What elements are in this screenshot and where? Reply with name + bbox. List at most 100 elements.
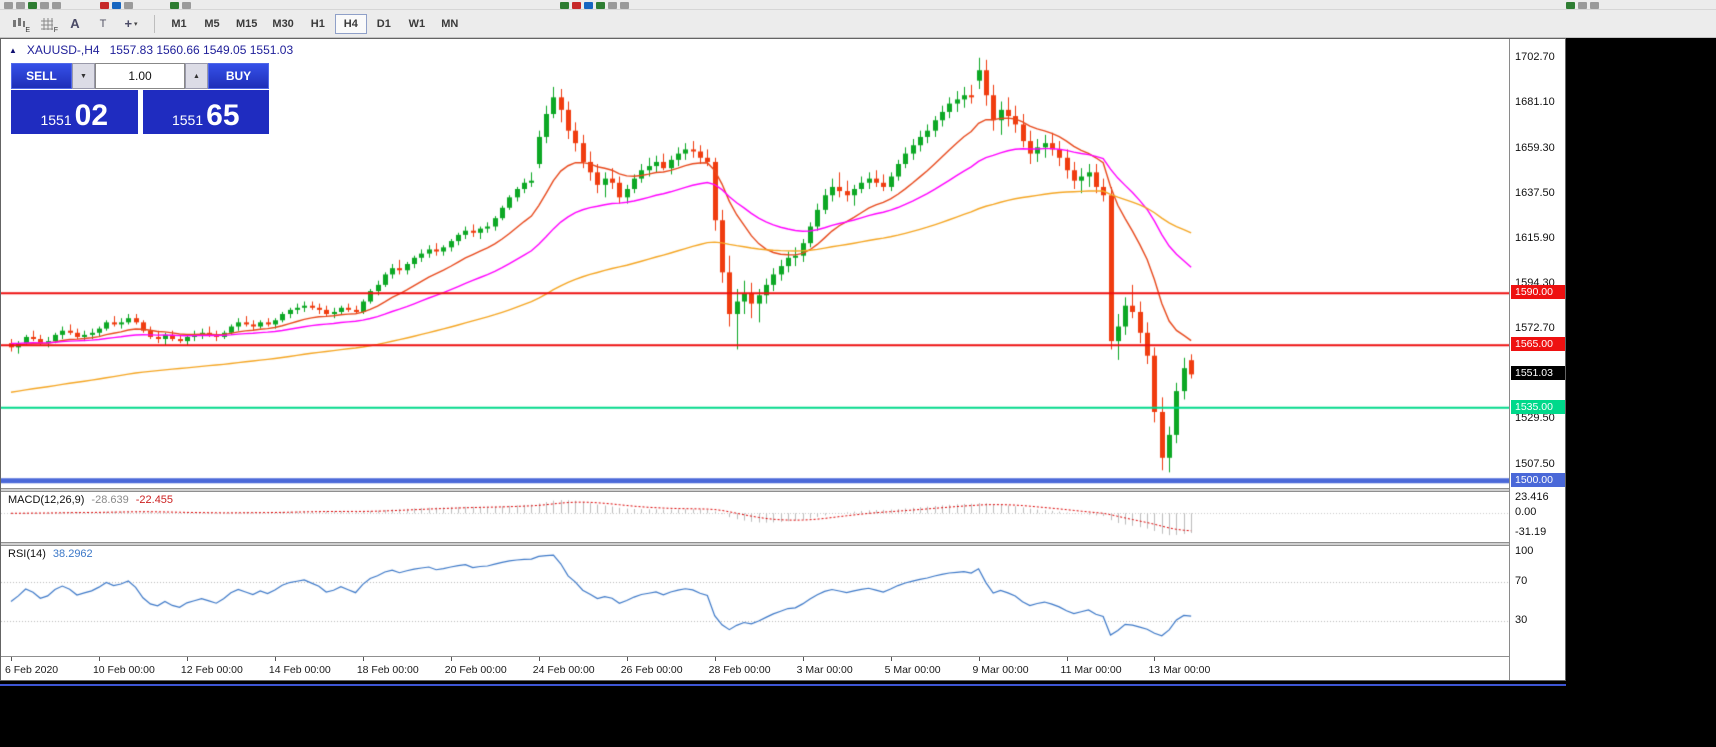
charts-tool-sub: E bbox=[25, 26, 30, 34]
timeframe-h4-button[interactable]: H4 bbox=[334, 13, 367, 34]
toolbar-mini-icon[interactable] bbox=[52, 2, 61, 9]
grid-glyph bbox=[41, 17, 53, 30]
toolbar-mini-icon[interactable] bbox=[170, 2, 179, 9]
macd-indicator-canvas[interactable] bbox=[1, 492, 1509, 542]
panel-separator[interactable] bbox=[1, 488, 1565, 492]
buy-button[interactable]: BUY bbox=[208, 63, 269, 89]
hline-price-tag: 1590.00 bbox=[1511, 285, 1565, 300]
time-axis-tick bbox=[1154, 657, 1155, 661]
price-axis-label: 1659.30 bbox=[1515, 141, 1555, 154]
sell-price-main: 1551 bbox=[40, 112, 72, 128]
toolbar-mini-icon[interactable] bbox=[560, 2, 569, 9]
crosshair-glyph: + bbox=[124, 16, 133, 31]
toolbar-mini-icon[interactable] bbox=[4, 2, 13, 9]
toolbar-mini-icon[interactable] bbox=[28, 2, 37, 9]
time-axis-label: 3 Mar 00:00 bbox=[796, 664, 853, 676]
toolbar-mini-icon[interactable] bbox=[584, 2, 593, 9]
chart-title: ▲ XAUUSD-,H4 1557.83 1560.66 1549.05 155… bbox=[9, 43, 293, 57]
chart-toolbar: E F A T + ▾ M1 M5 M15 M30 H1 H4 D1 W1 MN bbox=[0, 10, 1716, 38]
rsi-indicator-canvas[interactable] bbox=[1, 546, 1509, 656]
toolbar-mini-icon[interactable] bbox=[1590, 2, 1599, 9]
toolbar-mini-icon[interactable] bbox=[40, 2, 49, 9]
time-axis-tick bbox=[363, 657, 364, 661]
time-axis-tick bbox=[187, 657, 188, 661]
text-label-tool-icon[interactable]: A bbox=[62, 13, 88, 35]
time-axis-label: 10 Feb 00:00 bbox=[92, 664, 155, 676]
volume-dropdown-button[interactable]: ▼ bbox=[72, 63, 95, 89]
timeframe-w1-button[interactable]: W1 bbox=[401, 14, 433, 34]
macd-axis-label: 0.00 bbox=[1515, 506, 1537, 519]
collapse-triangle-icon[interactable]: ▲ bbox=[9, 45, 17, 55]
symbol-period-label: XAUUSD-,H4 bbox=[26, 43, 100, 57]
toolbar-mini-icon[interactable] bbox=[124, 2, 133, 9]
dropdown-caret-icon: ▾ bbox=[134, 20, 138, 28]
time-axis-tick bbox=[891, 657, 892, 661]
timeframe-m5-button[interactable]: M5 bbox=[196, 14, 228, 34]
toolbar-mini-icon[interactable] bbox=[112, 2, 121, 9]
time-axis-label: 20 Feb 00:00 bbox=[444, 664, 507, 676]
toolbar-mini-icon[interactable] bbox=[620, 2, 629, 9]
hline-price-tag: 1535.00 bbox=[1511, 399, 1565, 414]
time-axis-tick bbox=[539, 657, 540, 661]
panel-separator[interactable] bbox=[1, 542, 1565, 546]
toolbar-mini-icon[interactable] bbox=[1566, 2, 1575, 9]
time-axis-tick bbox=[451, 657, 452, 661]
rsi-axis-label: 70 bbox=[1515, 574, 1528, 587]
macd-main-value: -28.639 bbox=[91, 494, 129, 506]
time-axis-label: 24 Feb 00:00 bbox=[532, 664, 595, 676]
rsi-axis-label: 30 bbox=[1515, 614, 1528, 627]
toolbar-mini-icon[interactable] bbox=[182, 2, 191, 9]
text-tool-icon[interactable]: T bbox=[90, 13, 116, 35]
price-axis-label: 1572.70 bbox=[1515, 322, 1555, 335]
time-axis-tick bbox=[803, 657, 804, 661]
price-axis[interactable]: 1702.70 1681.10 1659.30 1637.50 1615.90 1594.… bbox=[1509, 39, 1565, 680]
time-axis-label: 11 Mar 00:00 bbox=[1060, 664, 1122, 676]
macd-signal-value: -22.455 bbox=[135, 494, 174, 506]
macd-name: MACD(12,26,9) bbox=[8, 494, 85, 506]
time-axis-tick bbox=[99, 657, 100, 661]
rsi-label: RSI(14) 38.2962 bbox=[8, 548, 93, 560]
timeframe-m30-button[interactable]: M30 bbox=[265, 14, 300, 34]
hline-price-tag: 1500.00 bbox=[1511, 472, 1565, 487]
timeframe-h1-button[interactable]: H1 bbox=[302, 14, 334, 34]
toolbar-mini-icon[interactable] bbox=[16, 2, 25, 9]
rsi-axis-label: 100 bbox=[1515, 544, 1534, 557]
ohlc-values: 1557.83 1560.66 1549.05 1551.03 bbox=[109, 43, 294, 57]
price-axis-label: 1702.70 bbox=[1515, 51, 1555, 64]
rsi-value: 38.2962 bbox=[52, 548, 93, 560]
sell-button[interactable]: SELL bbox=[11, 63, 72, 89]
buy-price-pips: 65 bbox=[206, 99, 240, 132]
crosshair-tool-icon[interactable]: + ▾ bbox=[118, 13, 144, 35]
toolbar-mini-icon[interactable] bbox=[100, 2, 109, 9]
charts-tool-icon[interactable]: E bbox=[6, 13, 32, 35]
price-axis-label: 1507.50 bbox=[1515, 458, 1555, 471]
top-toolbar-strip bbox=[0, 0, 1716, 10]
price-axis-label: 1681.10 bbox=[1515, 96, 1555, 109]
toolbar-mini-icon[interactable] bbox=[572, 2, 581, 9]
current-price-tag: 1551.03 bbox=[1511, 366, 1565, 381]
time-axis-tick bbox=[979, 657, 980, 661]
time-axis-tick bbox=[11, 657, 12, 661]
volume-input[interactable] bbox=[95, 63, 185, 89]
timeframe-m15-button[interactable]: M15 bbox=[229, 14, 264, 34]
volume-increase-button[interactable]: ▲ bbox=[185, 63, 208, 89]
macd-axis-label: -31.19 bbox=[1515, 526, 1547, 539]
trade-panel-controls: SELL ▼ ▲ BUY bbox=[11, 63, 269, 89]
timeframe-m1-button[interactable]: M1 bbox=[163, 14, 195, 34]
grid-tool-icon[interactable]: F bbox=[34, 13, 60, 35]
chart-window[interactable]: ▲ XAUUSD-,H4 1557.83 1560.66 1549.05 155… bbox=[0, 38, 1566, 681]
time-axis-label: 5 Mar 00:00 bbox=[884, 664, 941, 676]
sell-price-display[interactable]: 1551 02 bbox=[11, 90, 138, 134]
toolbar-mini-icon[interactable] bbox=[596, 2, 605, 9]
time-axis[interactable]: 6 Feb 2020 10 Feb 00:00 12 Feb 00:00 14 Feb… bbox=[1, 657, 1509, 679]
timeframe-mn-button[interactable]: MN bbox=[434, 14, 466, 34]
price-axis-label: 1615.90 bbox=[1515, 232, 1555, 245]
text-glyph: T bbox=[99, 17, 107, 30]
buy-price-display[interactable]: 1551 65 bbox=[142, 90, 269, 134]
rsi-name: RSI(14) bbox=[8, 548, 46, 560]
timeframe-d1-button[interactable]: D1 bbox=[368, 14, 400, 34]
toolbar-mini-icon[interactable] bbox=[1578, 2, 1587, 9]
bottom-blue-line bbox=[0, 684, 1566, 686]
toolbar-mini-icon[interactable] bbox=[608, 2, 617, 9]
time-axis-label: 6 Feb 2020 bbox=[5, 664, 59, 676]
